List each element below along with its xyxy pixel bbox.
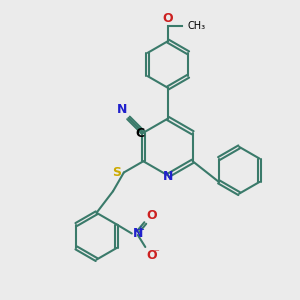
Text: N: N (133, 227, 144, 240)
Text: O: O (147, 208, 158, 221)
Text: C: C (136, 127, 145, 140)
Text: ⁻: ⁻ (154, 248, 160, 259)
Text: CH₃: CH₃ (188, 20, 206, 31)
Text: N: N (117, 103, 127, 116)
Text: O: O (147, 248, 158, 262)
Text: N: N (163, 170, 173, 184)
Text: O: O (163, 12, 173, 25)
Text: S: S (112, 166, 122, 179)
Text: +: + (136, 225, 144, 235)
